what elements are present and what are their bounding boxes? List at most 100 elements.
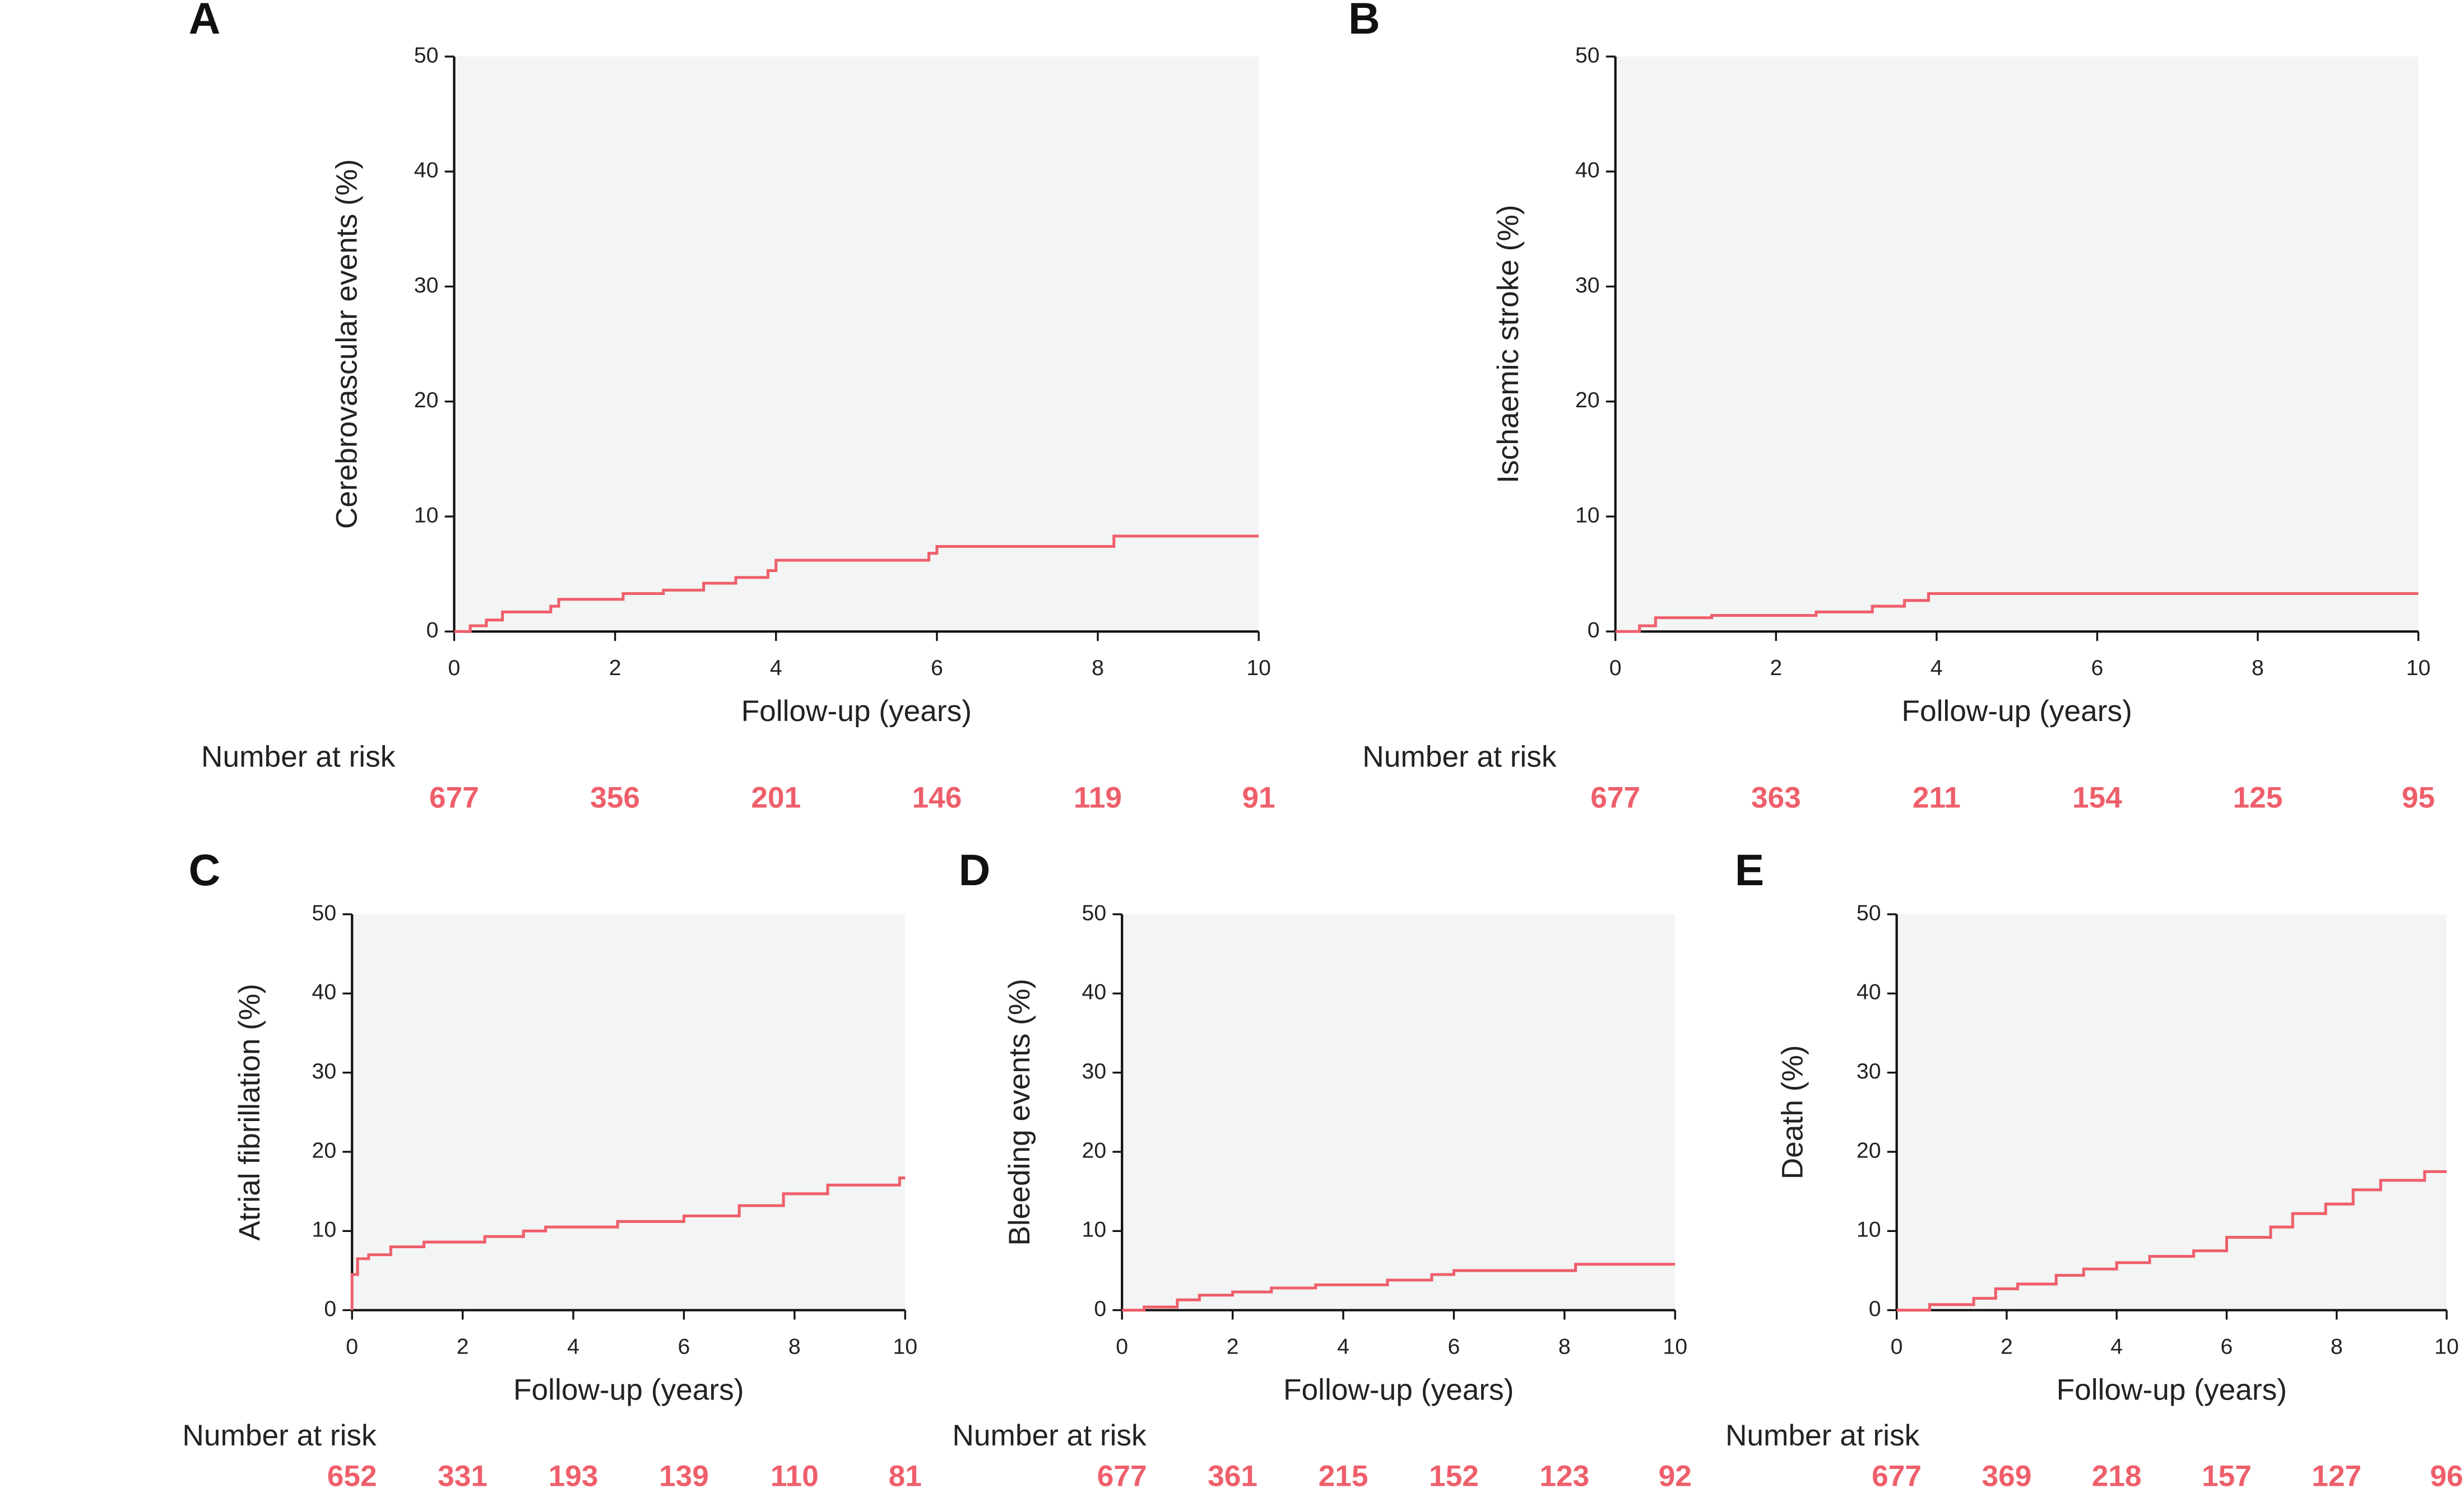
y-tick-label: 50 (414, 43, 439, 67)
risk-value: 146 (912, 781, 962, 814)
x-tick-label: 2 (1770, 655, 1782, 680)
x-tick-label: 0 (346, 1334, 358, 1359)
risk-value: 91 (1242, 781, 1275, 814)
x-tick-label: 2 (609, 655, 621, 680)
y-tick-label: 30 (312, 1059, 337, 1084)
risk-value: 125 (2233, 781, 2283, 814)
y-tick-label: 50 (312, 900, 337, 925)
y-tick-label: 40 (414, 158, 439, 183)
km-curve (1896, 1170, 2447, 1312)
panel-label: B (1348, 0, 1380, 43)
km-curve (1122, 1263, 1676, 1312)
y-tick-label: 10 (1082, 1217, 1107, 1242)
risk-value: 193 (549, 1460, 598, 1488)
y-axis-label: Atrial fibrillation (%) (233, 984, 266, 1241)
y-tick-label: 40 (1857, 980, 1881, 1005)
y-tick-label: 10 (1857, 1217, 1881, 1242)
x-axis-label: Follow-up (years) (1901, 695, 2132, 728)
y-tick-label: 0 (1588, 618, 1600, 643)
y-tick-label: 20 (1575, 388, 1600, 412)
x-tick-label: 2 (2001, 1334, 2013, 1359)
y-tick-label: 30 (1575, 273, 1600, 297)
y-tick-label: 10 (414, 503, 439, 527)
km-curve (350, 1177, 906, 1310)
x-tick-label: 8 (2331, 1334, 2343, 1359)
risk-value: 201 (751, 781, 801, 814)
x-tick-label: 0 (1891, 1334, 1903, 1359)
risk-value: 356 (590, 781, 640, 814)
y-tick-label: 50 (1082, 900, 1107, 925)
y-tick-label: 20 (1857, 1138, 1881, 1162)
risk-value: 92 (1659, 1460, 1692, 1488)
x-axis-label: Follow-up (years) (513, 1373, 744, 1406)
panel-label: D (959, 845, 991, 895)
y-tick-label: 30 (1082, 1059, 1107, 1084)
risk-value: 95 (2402, 781, 2435, 814)
risk-label: Number at risk (1362, 740, 1557, 773)
risk-value: 110 (771, 1460, 819, 1488)
risk-value: 677 (1872, 1460, 1922, 1488)
x-tick-label: 4 (2110, 1334, 2123, 1359)
risk-value: 677 (1097, 1460, 1147, 1488)
x-tick-label: 10 (2434, 1334, 2459, 1359)
x-tick-label: 0 (1609, 655, 1622, 680)
y-tick-label: 20 (414, 388, 439, 412)
x-axis-label: Follow-up (years) (2057, 1373, 2287, 1406)
x-tick-label: 4 (567, 1334, 579, 1359)
risk-label: Number at risk (952, 1419, 1147, 1452)
y-tick-label: 0 (324, 1296, 336, 1321)
x-tick-label: 8 (788, 1334, 801, 1359)
risk-value: 363 (1751, 781, 1801, 814)
risk-label: Number at risk (201, 740, 396, 773)
x-tick-label: 4 (770, 655, 782, 680)
x-tick-label: 0 (1116, 1334, 1128, 1359)
risk-value: 331 (438, 1460, 488, 1488)
risk-value: 369 (1982, 1460, 2031, 1488)
x-tick-label: 10 (1663, 1334, 1687, 1359)
panel-label: C (189, 845, 221, 895)
y-tick-label: 40 (1082, 980, 1107, 1005)
y-axis-label: Bleeding events (%) (1003, 979, 1036, 1246)
x-tick-label: 8 (1558, 1334, 1571, 1359)
plot-background (352, 914, 906, 1310)
x-axis-label: Follow-up (years) (1283, 1373, 1514, 1406)
x-tick-label: 8 (1092, 655, 1104, 680)
risk-value: 139 (659, 1460, 709, 1488)
risk-value: 677 (429, 781, 479, 814)
risk-value: 652 (327, 1460, 377, 1488)
risk-value: 119 (1074, 781, 1122, 814)
y-tick-label: 0 (1869, 1296, 1881, 1321)
risk-value: 218 (2092, 1460, 2142, 1488)
risk-value: 361 (1208, 1460, 1257, 1488)
risk-value: 154 (2072, 781, 2122, 814)
panel-label: E (1735, 845, 1764, 895)
y-tick-label: 10 (312, 1217, 337, 1242)
x-tick-label: 6 (2091, 655, 2103, 680)
y-tick-label: 30 (1857, 1059, 1881, 1084)
risk-value: 96 (2430, 1460, 2463, 1488)
risk-value: 81 (889, 1460, 922, 1488)
km-curve (454, 534, 1259, 633)
x-tick-label: 4 (1931, 655, 1943, 680)
y-tick-label: 50 (1575, 43, 1600, 67)
x-tick-label: 6 (1448, 1334, 1460, 1359)
km-curve (1615, 592, 2419, 633)
x-tick-label: 0 (448, 655, 461, 680)
x-tick-label: 8 (2252, 655, 2264, 680)
x-tick-label: 4 (1337, 1334, 1349, 1359)
y-axis-label: Death (%) (1776, 1045, 1809, 1179)
y-tick-label: 20 (1082, 1138, 1107, 1162)
x-tick-label: 10 (893, 1334, 917, 1359)
risk-value: 677 (1590, 781, 1640, 814)
risk-value: 157 (2202, 1460, 2252, 1488)
y-tick-label: 0 (426, 618, 439, 643)
y-tick-label: 10 (1575, 503, 1600, 527)
risk-label: Number at risk (1725, 1419, 1920, 1452)
risk-value: 123 (1539, 1460, 1589, 1488)
panel-label: A (189, 0, 221, 43)
y-axis-label: Cerebrovascular events (%) (331, 159, 364, 529)
x-tick-label: 6 (2221, 1334, 2233, 1359)
plot-background (1896, 914, 2447, 1310)
y-axis-label: Ischaemic stroke (%) (1492, 204, 1525, 483)
